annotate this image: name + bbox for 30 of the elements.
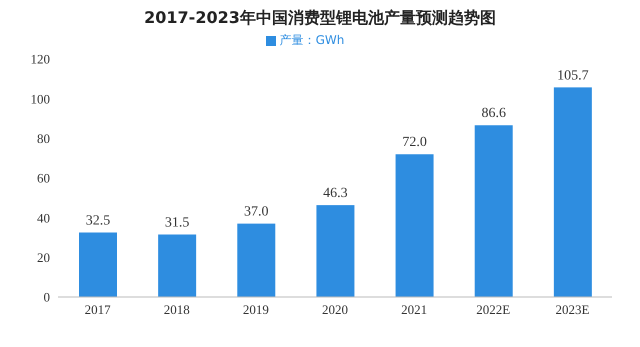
text: 31.5	[164, 216, 190, 231]
x-tick-label: 2019	[242, 302, 269, 318]
chart-title: 2017-2023年中国消费型锂电池产量预测趋势图	[143, 8, 497, 29]
y-tick-label: 0	[44, 290, 50, 305]
y-tick-label: 100	[30, 91, 50, 106]
text: 86.6	[481, 106, 506, 122]
bar	[316, 205, 354, 297]
text: 32.5	[86, 214, 110, 229]
x-tick-label: 2022E	[476, 302, 510, 318]
x-tick-label: 2023E	[555, 302, 590, 318]
text: 105.7	[557, 68, 589, 84]
x-tick-label: 2017	[84, 302, 112, 318]
bar	[158, 234, 196, 297]
text: 46.3	[323, 186, 348, 202]
x-tick-label: 2021	[401, 302, 428, 318]
y-tick-label: 60	[37, 170, 50, 186]
y-tick-label: 120	[30, 52, 50, 67]
y-tick-label: 40	[37, 210, 50, 226]
legend-label: 产量：GWh	[280, 33, 344, 47]
bar	[79, 232, 117, 297]
text: 37.0	[244, 204, 269, 220]
bar	[396, 154, 434, 297]
y-tick-label: 80	[37, 130, 50, 146]
y-tick-label: 20	[37, 250, 50, 265]
x-tick-label: 2020	[322, 302, 348, 318]
x-tick-label: 2018	[164, 302, 190, 318]
bar	[554, 87, 592, 297]
bar	[474, 125, 513, 297]
bar	[237, 224, 276, 297]
text: 72.0	[402, 135, 427, 150]
